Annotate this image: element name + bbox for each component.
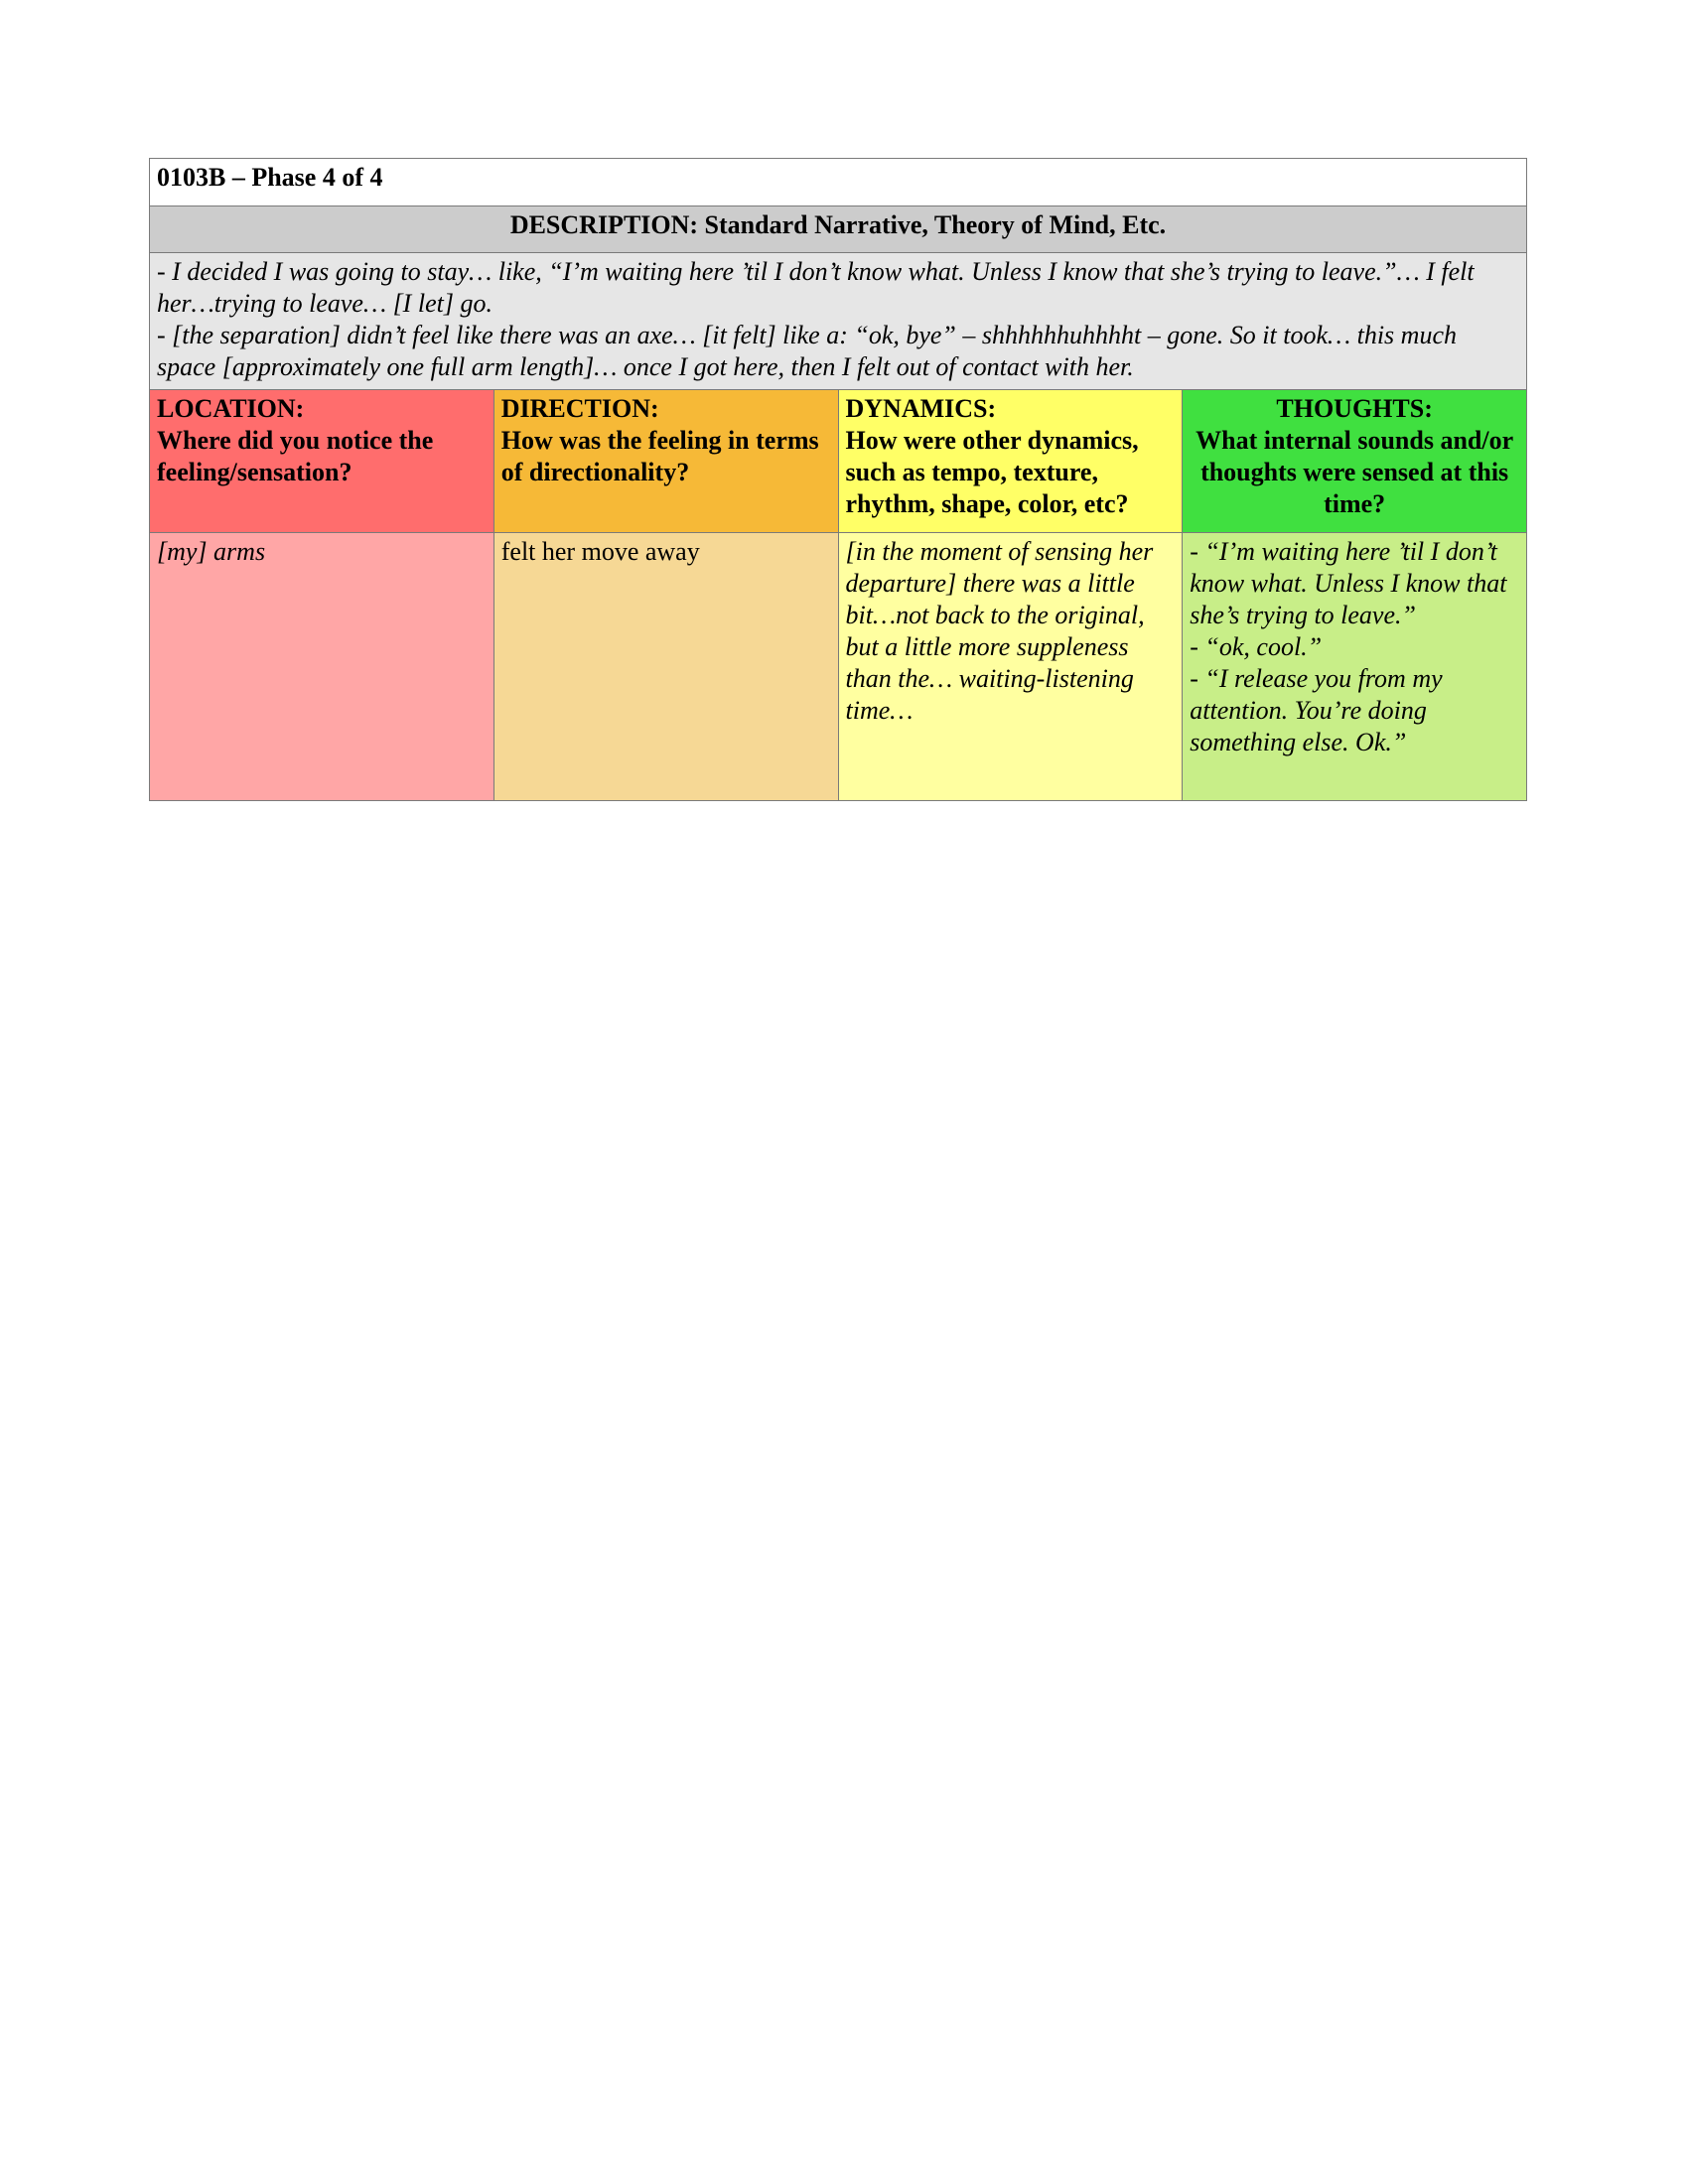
response-dynamics: [in the moment of sensing her departure]… <box>837 532 1184 801</box>
narrative-paragraph: - I decided I was going to stay… like, “… <box>157 257 1475 318</box>
table-title: 0103B – Phase 4 of 4 <box>149 158 1527 206</box>
response-text: - “I release you from my attention. You’… <box>1190 664 1443 756</box>
response-thoughts: - “I’m waiting here ’til I don’t know wh… <box>1182 532 1527 801</box>
column-heading: DYNAMICS: <box>845 394 997 423</box>
column-header-location: LOCATION: Where did you notice the feeli… <box>149 389 494 533</box>
response-text: [in the moment of sensing her departure]… <box>845 537 1154 725</box>
response-text: - “I’m waiting here ’til I don’t know wh… <box>1190 537 1507 629</box>
phase-table: 0103B – Phase 4 of 4 DESCRIPTION: Standa… <box>149 158 1527 801</box>
response-direction: felt her move away <box>492 532 839 801</box>
column-header-direction: DIRECTION: How was the feeling in terms … <box>492 389 839 533</box>
narrative-cell: - I decided I was going to stay… like, “… <box>149 252 1527 390</box>
column-question: What internal sounds and/or thoughts wer… <box>1196 426 1514 518</box>
response-text: felt her move away <box>500 537 700 566</box>
column-question: How was the feeling in terms of directio… <box>500 426 819 486</box>
column-header-dynamics: DYNAMICS: How were other dynamics, such … <box>837 389 1184 533</box>
response-text: - “ok, cool.” <box>1190 632 1323 661</box>
column-heading: LOCATION: <box>157 394 305 423</box>
narrative-paragraph: - [the separation] didn’t feel like ther… <box>157 321 1457 381</box>
description-header: DESCRIPTION: Standard Narrative, Theory … <box>149 205 1527 253</box>
column-question: How were other dynamics, such as tempo, … <box>845 426 1139 518</box>
response-text: [my] arms <box>157 537 266 566</box>
column-question: Where did you notice the feeling/sensati… <box>157 426 434 486</box>
column-header-thoughts: THOUGHTS: What internal sounds and/or th… <box>1182 389 1527 533</box>
column-heading: DIRECTION: <box>500 394 659 423</box>
column-heading: THOUGHTS: <box>1276 394 1433 423</box>
response-location: [my] arms <box>149 532 494 801</box>
